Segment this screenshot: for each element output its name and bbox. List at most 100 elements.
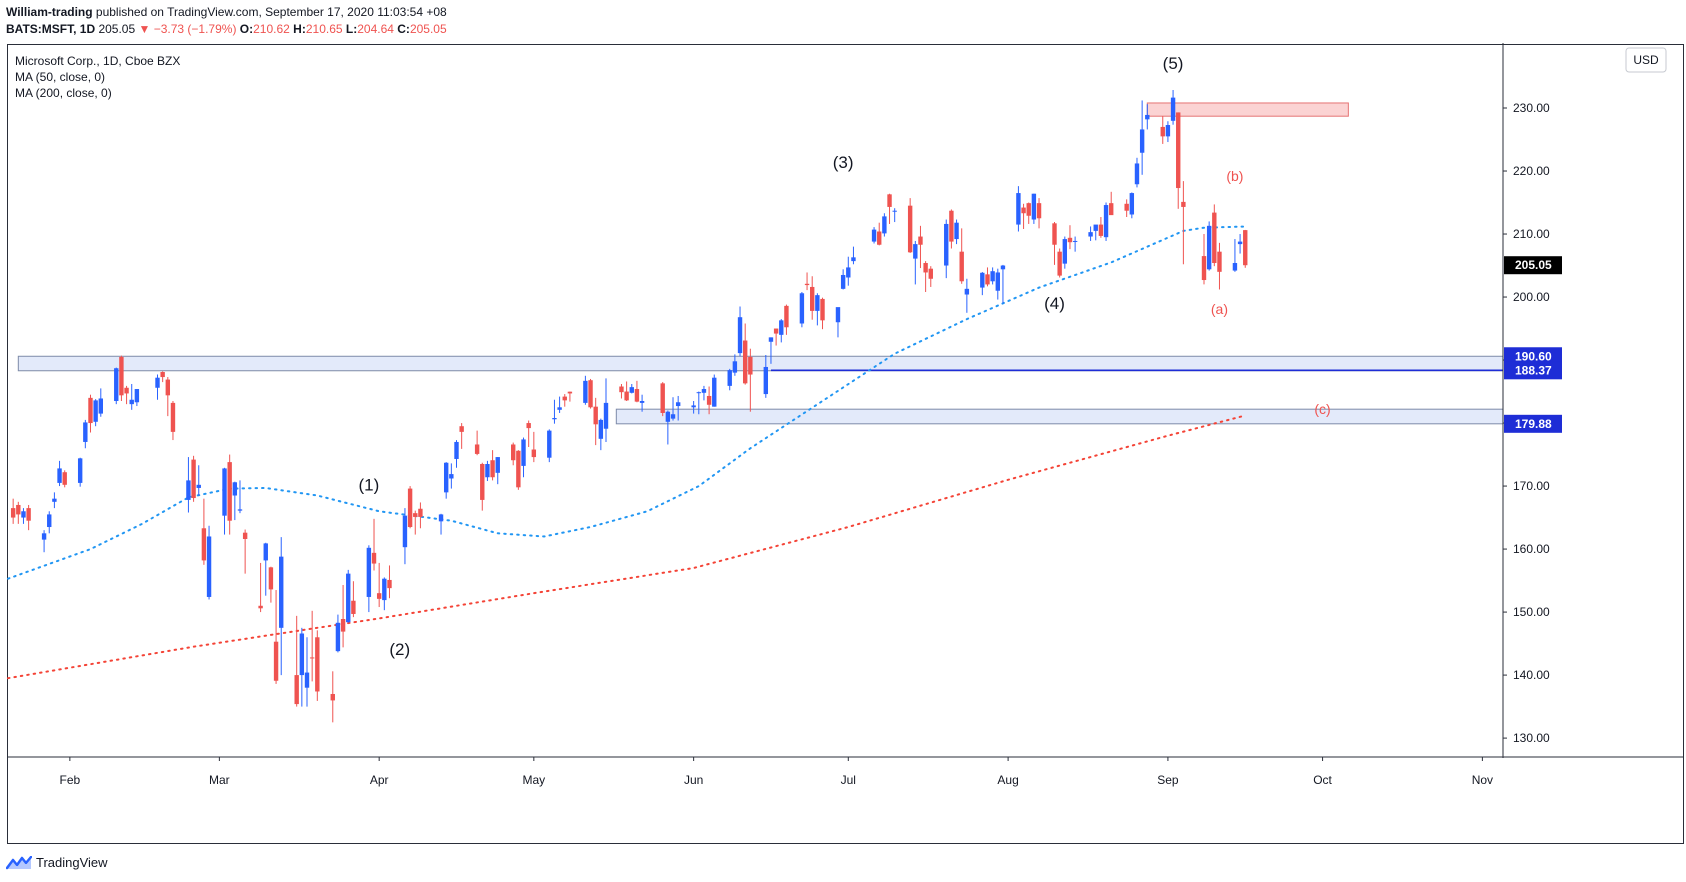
- legend-ma50[interactable]: MA (50, close, 0): [15, 70, 105, 84]
- candle[interactable]: [1021, 203, 1026, 229]
- candle[interactable]: [742, 323, 748, 385]
- candle[interactable]: [77, 457, 83, 487]
- candle[interactable]: [588, 378, 593, 409]
- candle[interactable]: [712, 374, 717, 407]
- candle[interactable]: [155, 374, 160, 400]
- candle[interactable]: [871, 227, 877, 244]
- candle[interactable]: [1067, 225, 1073, 250]
- candle[interactable]: [237, 480, 243, 514]
- candle[interactable]: [980, 272, 985, 296]
- candle[interactable]: [387, 565, 392, 599]
- candle[interactable]: [583, 375, 588, 405]
- candle[interactable]: [62, 470, 67, 488]
- candle[interactable]: [371, 518, 377, 571]
- candle[interactable]: [779, 319, 784, 343]
- candle[interactable]: [474, 430, 480, 456]
- candle[interactable]: [273, 590, 279, 684]
- wave-label[interactable]: (c): [1314, 401, 1330, 417]
- candle[interactable]: [1206, 221, 1212, 271]
- price-label[interactable]: 205.05: [1504, 256, 1562, 275]
- ma200-line[interactable]: [7, 414, 1247, 680]
- candle[interactable]: [16, 501, 21, 524]
- candle[interactable]: [1160, 116, 1165, 144]
- candle[interactable]: [1057, 248, 1062, 278]
- candle[interactable]: [165, 377, 171, 417]
- candle[interactable]: [727, 368, 732, 391]
- candle[interactable]: [1165, 121, 1171, 143]
- candle[interactable]: [1212, 204, 1217, 267]
- candle[interactable]: [93, 399, 98, 427]
- candle[interactable]: [196, 465, 201, 496]
- candle[interactable]: [330, 671, 335, 723]
- candle[interactable]: [815, 293, 820, 326]
- candle[interactable]: [242, 529, 248, 574]
- candle[interactable]: [443, 462, 449, 499]
- candle[interactable]: [1201, 234, 1207, 285]
- candle[interactable]: [521, 437, 526, 478]
- candle[interactable]: [366, 545, 372, 613]
- candle[interactable]: [1000, 264, 1006, 304]
- candle[interactable]: [892, 208, 897, 223]
- candle[interactable]: [557, 396, 562, 413]
- candle[interactable]: [985, 267, 990, 287]
- candle[interactable]: [495, 457, 500, 485]
- candle[interactable]: [851, 246, 856, 265]
- author-name[interactable]: William-trading: [6, 5, 93, 19]
- candle[interactable]: [995, 268, 1000, 300]
- candle[interactable]: [629, 383, 634, 394]
- candle[interactable]: [619, 383, 624, 399]
- candle[interactable]: [191, 455, 196, 502]
- candle[interactable]: [1026, 202, 1031, 224]
- candle[interactable]: [1176, 112, 1181, 209]
- candle[interactable]: [47, 511, 52, 534]
- candle[interactable]: [1109, 191, 1114, 216]
- candle[interactable]: [351, 581, 356, 618]
- price-label[interactable]: 179.88: [1504, 414, 1562, 433]
- candle[interactable]: [773, 328, 779, 346]
- candle[interactable]: [701, 385, 707, 401]
- candle[interactable]: [887, 193, 892, 224]
- candle[interactable]: [258, 562, 263, 613]
- candle[interactable]: [1170, 89, 1176, 125]
- candle[interactable]: [26, 504, 31, 531]
- candle[interactable]: [124, 385, 129, 405]
- candle[interactable]: [1088, 226, 1093, 241]
- candle[interactable]: [227, 454, 232, 535]
- candle[interactable]: [206, 525, 212, 600]
- price-label[interactable]: 190.60: [1504, 347, 1562, 366]
- candle[interactable]: [835, 307, 841, 338]
- candle[interactable]: [490, 450, 495, 481]
- wave-label[interactable]: (1): [358, 475, 379, 494]
- candle[interactable]: [552, 399, 557, 424]
- candle[interactable]: [877, 222, 882, 246]
- candle[interactable]: [299, 627, 305, 707]
- candle[interactable]: [531, 431, 537, 463]
- candle[interactable]: [418, 502, 423, 529]
- candle[interactable]: [732, 354, 738, 376]
- candle[interactable]: [263, 542, 268, 596]
- candle[interactable]: [639, 394, 645, 412]
- candle[interactable]: [593, 397, 598, 446]
- candle[interactable]: [1243, 229, 1248, 268]
- candle[interactable]: [882, 213, 887, 237]
- candle[interactable]: [820, 297, 825, 330]
- candle[interactable]: [1036, 198, 1042, 229]
- support-zone-180[interactable]: [615, 408, 1504, 425]
- candle[interactable]: [232, 481, 238, 521]
- candle[interactable]: [660, 382, 665, 417]
- candle[interactable]: [1139, 100, 1145, 175]
- candle[interactable]: [52, 492, 57, 509]
- candle[interactable]: [1124, 199, 1129, 218]
- candle[interactable]: [748, 348, 753, 412]
- candle[interactable]: [624, 381, 629, 401]
- candle[interactable]: [346, 569, 351, 623]
- candle[interactable]: [340, 584, 346, 648]
- candle[interactable]: [268, 566, 274, 603]
- wave-label[interactable]: (3): [833, 153, 854, 172]
- wave-label[interactable]: (2): [389, 640, 410, 659]
- wave-label[interactable]: (4): [1044, 294, 1065, 313]
- candle[interactable]: [438, 513, 444, 535]
- candle[interactable]: [1072, 236, 1078, 252]
- candle[interactable]: [949, 209, 954, 249]
